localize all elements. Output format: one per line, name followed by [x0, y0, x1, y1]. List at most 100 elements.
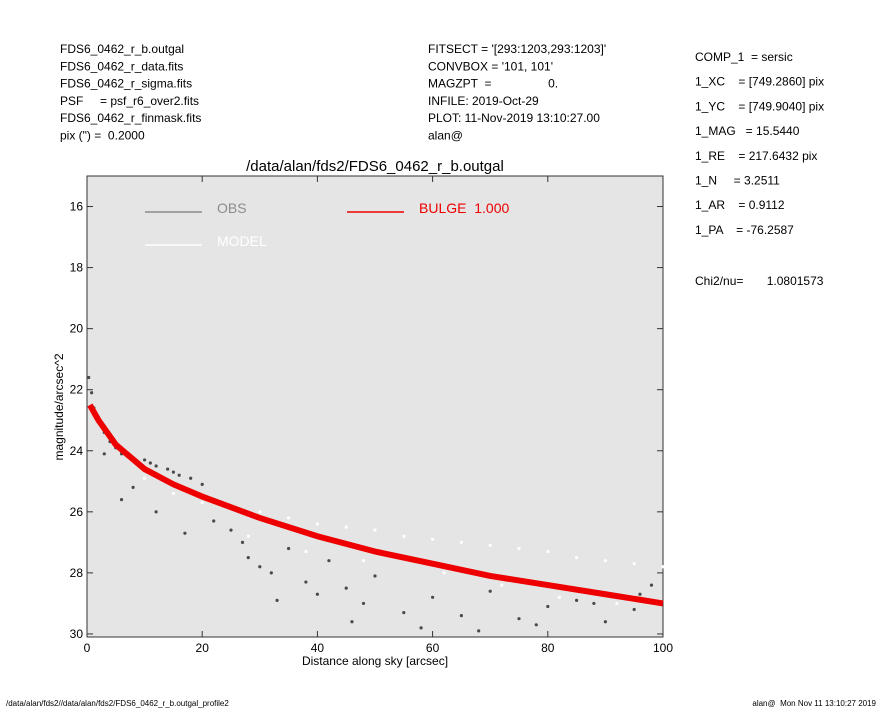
- header-middle-line: FITSECT = '[293:1203,293:1203]': [428, 42, 606, 56]
- header-left-line: PSF = psf_r6_over2.fits: [60, 94, 199, 108]
- data-point: [171, 470, 175, 474]
- header-left-line: FDS6_0462_r_sigma.fits: [60, 77, 192, 91]
- model-curve: [87, 403, 664, 607]
- y-tick-label: 24: [70, 444, 84, 458]
- data-point: [258, 565, 262, 569]
- data-point: [431, 537, 435, 541]
- header-right-line: 1_XC = [749.2860] pix: [695, 75, 824, 89]
- data-point: [275, 598, 279, 602]
- data-point: [212, 519, 216, 523]
- data-point: [154, 510, 158, 514]
- data-point: [350, 620, 354, 624]
- data-point: [200, 482, 204, 486]
- header-middle-line: INFILE: 2019-Oct-29: [428, 94, 539, 108]
- y-tick-label: 28: [70, 566, 84, 580]
- chi2: Chi2/nu= 1.0801573: [695, 274, 824, 288]
- legend-label: OBS: [217, 200, 247, 216]
- header-right-line: 1_AR = 0.9112: [695, 198, 785, 212]
- data-point: [517, 546, 521, 551]
- data-point: [344, 586, 348, 590]
- data-point: [517, 617, 521, 621]
- legend-label: BULGE 1.000: [419, 200, 509, 216]
- data-point: [488, 543, 492, 548]
- y-tick-label: 26: [70, 505, 84, 519]
- data-point: [246, 534, 250, 538]
- data-point: [477, 629, 481, 633]
- data-point: [638, 592, 642, 596]
- data-point: [603, 559, 608, 563]
- header-right-line: 1_MAG = 15.5440: [695, 124, 800, 138]
- y-axis-label: magnitude/arcsec^2: [52, 353, 66, 460]
- data-point: [431, 595, 435, 599]
- data-point: [402, 534, 406, 538]
- header-left-line: FDS6_0462_r_data.fits: [60, 59, 183, 73]
- data-point: [459, 614, 463, 618]
- y-tick-label: 30: [70, 627, 84, 641]
- data-point: [246, 556, 250, 560]
- data-point: [488, 589, 492, 593]
- data-point: [200, 501, 204, 505]
- data-point: [661, 565, 665, 569]
- header-left-line: pix (") = 0.2000: [60, 129, 145, 143]
- y-tick-label: 22: [70, 383, 84, 397]
- footer-right: alan@ Mon Nov 11 13:10:27 2019: [752, 699, 876, 708]
- data-point: [442, 571, 446, 575]
- header-middle-line: CONVBOX = '101, 101': [428, 59, 553, 73]
- data-point: [361, 559, 366, 563]
- data-point: [166, 467, 170, 471]
- data-point: [649, 583, 654, 587]
- data-point: [575, 556, 579, 560]
- data-point: [592, 601, 596, 606]
- data-point: [373, 574, 377, 578]
- data-point: [148, 461, 152, 465]
- data-point: [459, 540, 463, 544]
- data-point: [534, 623, 538, 627]
- legend-label: MODEL: [217, 233, 267, 249]
- data-point: [500, 583, 504, 587]
- plot-area: [86, 175, 664, 638]
- data-point: [240, 540, 245, 544]
- data-point: [287, 516, 291, 520]
- data-point: [402, 610, 406, 615]
- x-tick-label: 40: [311, 641, 325, 655]
- data-point: [344, 525, 348, 529]
- data-point: [143, 476, 147, 480]
- data-point: [546, 604, 550, 609]
- y-tick-label: 16: [70, 200, 84, 214]
- header-right-line: 1_YC = [749.9040] pix: [695, 99, 824, 113]
- data-point: [131, 485, 135, 490]
- y-tick-label: 18: [70, 261, 84, 275]
- data-point: [258, 510, 262, 514]
- x-tick-label: 60: [426, 641, 440, 655]
- header-middle-line: alan@: [428, 129, 463, 143]
- data-point: [304, 580, 308, 584]
- header-right-line: COMP_1 = sersic: [695, 50, 793, 64]
- x-tick-label: 0: [84, 641, 91, 655]
- data-point: [327, 559, 331, 563]
- header-left-line: FDS6_0462_r_b.outgal: [60, 42, 184, 56]
- data-point: [557, 595, 561, 599]
- data-point: [575, 598, 579, 602]
- data-point: [119, 498, 124, 502]
- data-point: [87, 375, 91, 380]
- data-point: [373, 528, 377, 532]
- data-point: [546, 549, 550, 554]
- header-middle-line: PLOT: 11-Nov-2019 13:10:27.00: [428, 111, 600, 125]
- data-point: [171, 491, 175, 496]
- footer-left: /data/alan/fds2//data/alan/fds2/FDS6_046…: [6, 699, 229, 708]
- data-point: [361, 601, 366, 606]
- data-point: [189, 476, 193, 480]
- data-point: [90, 391, 94, 395]
- header-right-line: 1_RE = 217.6432 pix: [695, 149, 817, 163]
- data-point: [269, 571, 273, 575]
- data-point: [183, 531, 187, 535]
- data-point: [154, 464, 158, 468]
- x-tick-label: 80: [541, 641, 555, 655]
- data-point: [177, 473, 181, 477]
- y-tick-label: 20: [70, 322, 84, 336]
- data-point: [315, 592, 319, 596]
- data-point: [419, 626, 423, 630]
- data-point: [315, 522, 319, 526]
- data-point: [229, 528, 233, 532]
